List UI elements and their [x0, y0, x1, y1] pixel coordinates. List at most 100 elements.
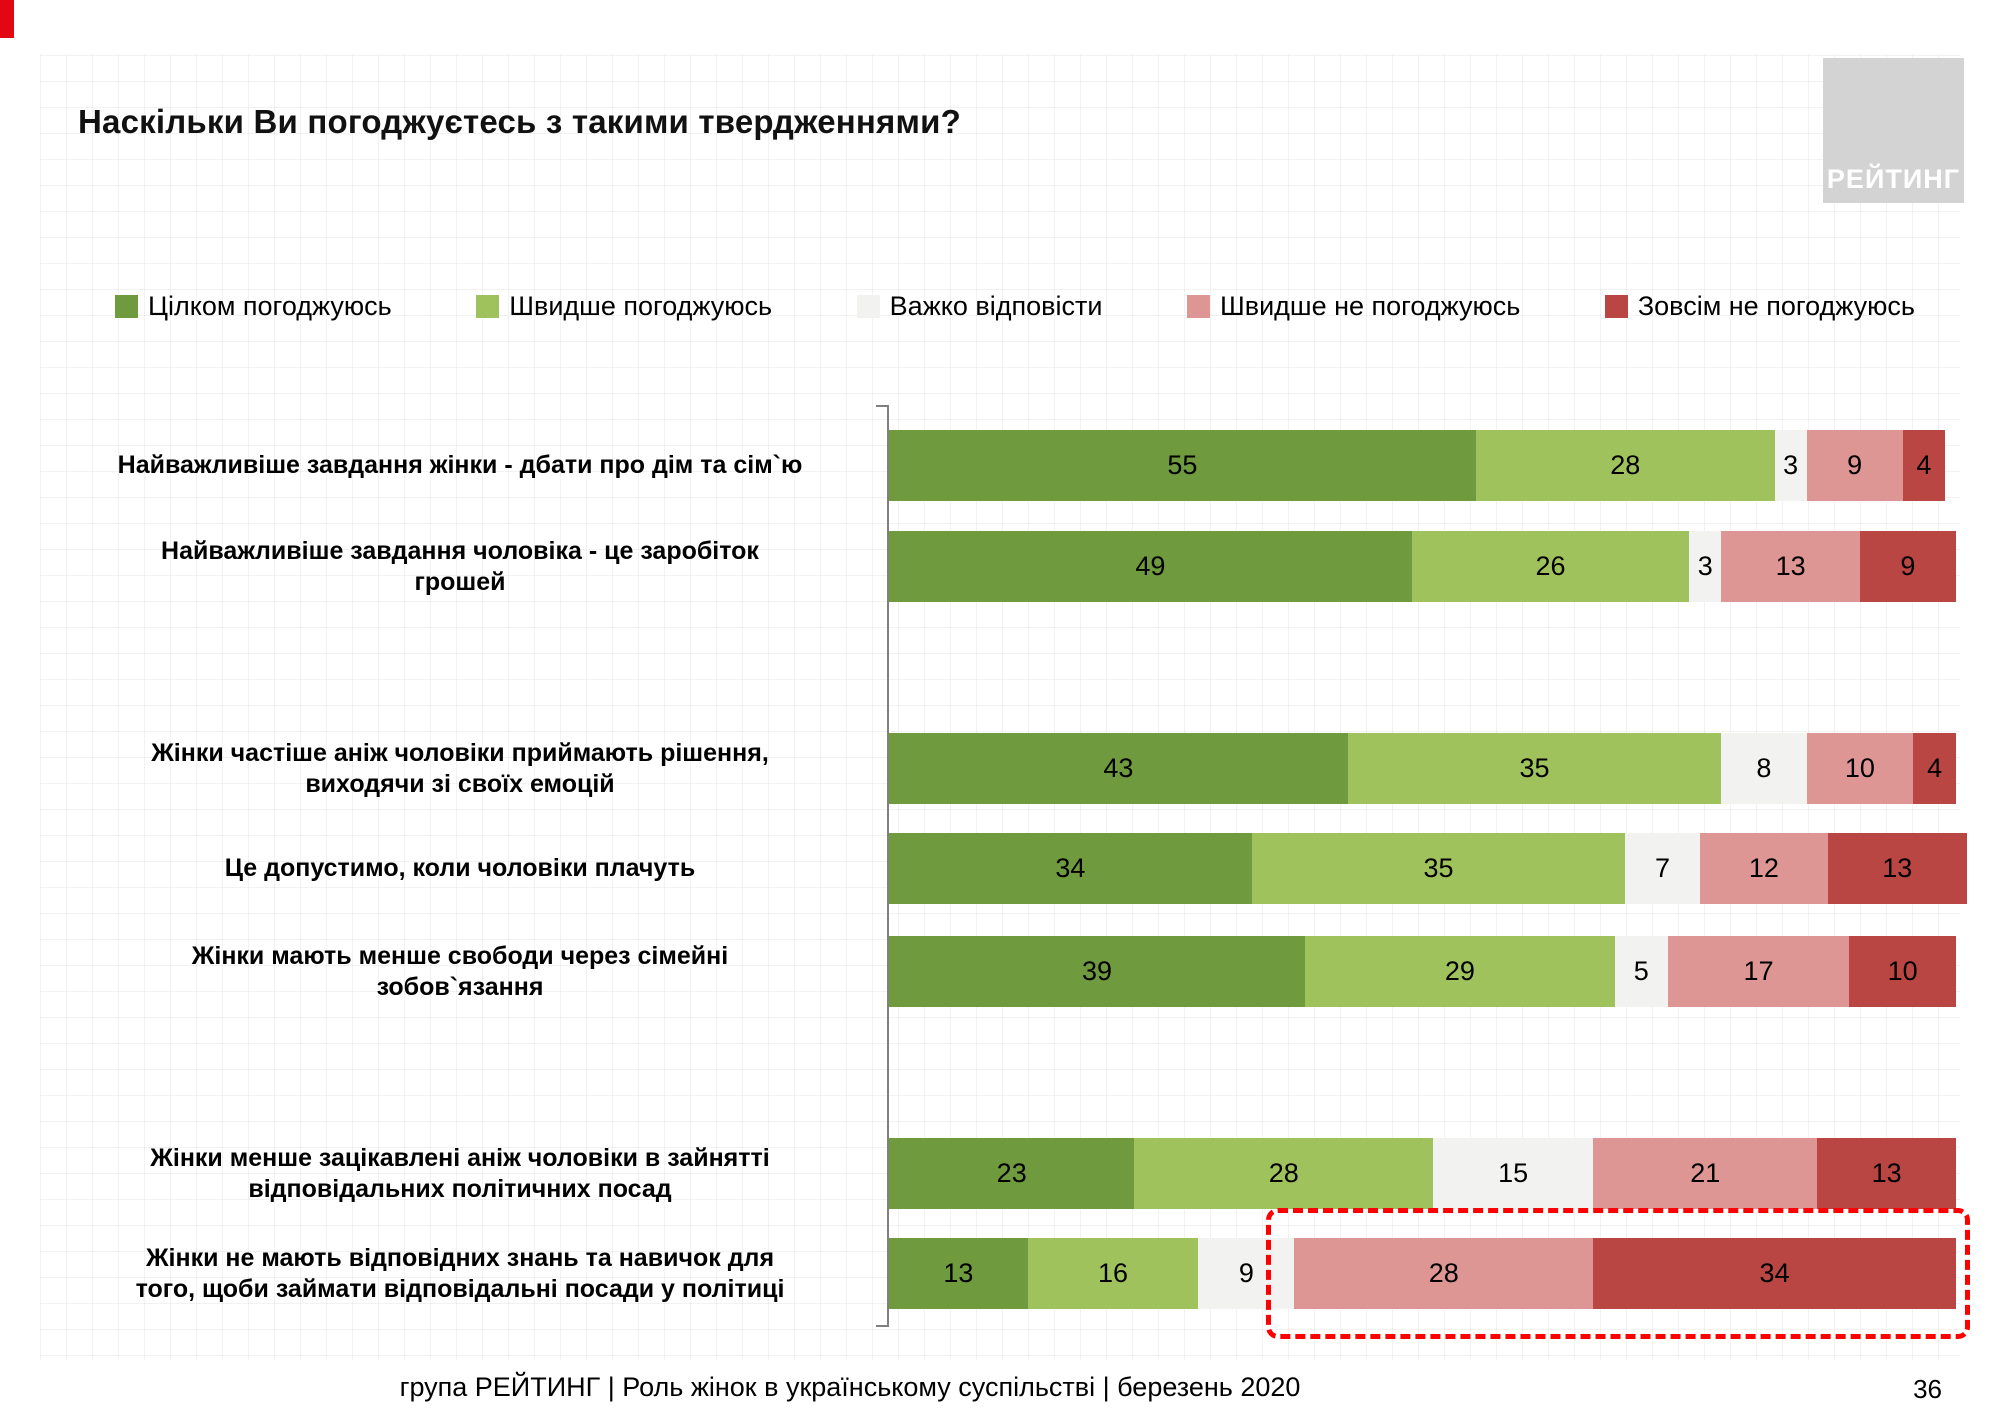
category-label: Жінки частіше аніж чоловіки приймають рі… — [151, 739, 769, 798]
legend-swatch-icon — [476, 294, 500, 318]
segment-value: 13 — [1882, 853, 1913, 883]
red-corner-accent — [0, 0, 14, 38]
segment-value: 9 — [1238, 1258, 1254, 1288]
legend-label: Швидше погоджуюсь — [509, 290, 773, 321]
bar-segment: 9 — [1806, 430, 1903, 501]
bar-segment: 12 — [1699, 833, 1828, 904]
bar-segment: 5 — [1614, 936, 1668, 1007]
bar-segment: 28 — [1475, 430, 1775, 501]
segment-value: 26 — [1535, 551, 1566, 581]
bar-segment: 23 — [889, 1138, 1135, 1209]
segment-value: 28 — [1268, 1158, 1299, 1188]
bar-segment: 26 — [1411, 531, 1690, 602]
segment-value: 4 — [1927, 753, 1943, 783]
segment-value: 13 — [1871, 1158, 1902, 1188]
category-label: Жінки мають менше свободи через сімейні … — [191, 942, 729, 1001]
bar-segment: 35 — [1251, 833, 1626, 904]
bar-segment: 17 — [1667, 936, 1850, 1007]
segment-value: 4 — [1916, 450, 1932, 480]
segment-value: 10 — [1844, 753, 1875, 783]
segment-value: 5 — [1633, 956, 1649, 986]
legend-label: Цілком погоджуюсь — [148, 290, 392, 321]
category-label: Жінки менше зацікавлені аніж чоловіки в … — [150, 1144, 770, 1203]
bar-row: 49 26 3 13 9 — [889, 531, 1956, 602]
segment-value: 13 — [1775, 551, 1806, 581]
legend-label: Швидше не погоджуюсь — [1219, 290, 1521, 321]
bar-row: 39 29 5 17 10 — [889, 936, 1956, 1007]
segment-value: 28 — [1428, 1258, 1459, 1288]
bar-segment: 10 — [1806, 733, 1914, 804]
segment-value: 16 — [1098, 1258, 1129, 1288]
segment-value: 9 — [1847, 450, 1863, 480]
chart-area: Найважливіше завдання жінки - дбати про … — [55, 405, 1985, 1355]
bar-segment: 55 — [889, 430, 1476, 501]
legend-swatch-icon — [1186, 294, 1210, 318]
bar-segment: 13 — [1817, 1138, 1956, 1209]
segment-value: 35 — [1519, 753, 1550, 783]
segment-value: 10 — [1887, 956, 1918, 986]
highlight-dashed-box — [1266, 1208, 1970, 1339]
segment-value: 9 — [1900, 551, 1916, 581]
chart-legend: Цілком погоджуюсь Швидше погоджуюсь Важко … — [115, 289, 1915, 323]
segment-value: 49 — [1135, 551, 1166, 581]
segment-value: 12 — [1748, 853, 1779, 883]
segment-value: 35 — [1423, 853, 1454, 883]
rating-logo-text: РЕЙТИНГ — [1826, 164, 1961, 194]
segment-value: 3 — [1783, 450, 1799, 480]
segment-value: 15 — [1498, 1158, 1529, 1188]
legend-swatch-icon — [1604, 294, 1628, 318]
rating-logo: РЕЙТИНГ — [1823, 58, 1964, 203]
bar-segment: 39 — [889, 936, 1306, 1007]
bar-segment: 21 — [1593, 1138, 1818, 1209]
bar-segment: 7 — [1625, 833, 1700, 904]
axis-tick-bottom — [876, 1325, 887, 1327]
page-title: Наскільки Ви погоджуєтесь з такими тверд… — [78, 103, 961, 140]
category-label: Найважливіше завдання жінки - дбати про … — [117, 451, 803, 480]
segment-value: 23 — [996, 1158, 1027, 1188]
bar-segment: 43 — [889, 733, 1348, 804]
segment-value: 34 — [1055, 853, 1086, 883]
bar-segment: 8 — [1721, 733, 1807, 804]
segment-value: 43 — [1103, 753, 1134, 783]
segment-value: 39 — [1082, 956, 1113, 986]
bar-segment: 13 — [1721, 531, 1860, 602]
bar-segment: 3 — [1689, 531, 1722, 602]
legend-item: Цілком погоджуюсь — [115, 291, 392, 322]
segment-value: 7 — [1655, 853, 1671, 883]
bar-segment: 29 — [1305, 936, 1615, 1007]
bar-segment: 9 — [1198, 1238, 1295, 1309]
category-label: Це допустимо, коли чоловіки плачуть — [224, 854, 696, 883]
bar-row: 13 16 9 28 34 — [889, 1238, 1956, 1309]
segment-value: 55 — [1167, 450, 1198, 480]
bar-segment: 9 — [1859, 531, 1956, 602]
segment-value: 21 — [1690, 1158, 1721, 1188]
bar-segment: 10 — [1849, 936, 1956, 1007]
bar-segment: 28 — [1294, 1238, 1594, 1309]
legend-item: Швидше не погоджуюсь — [1186, 290, 1521, 322]
bar-segment: 35 — [1347, 733, 1722, 804]
footer-caption: група РЕЙТИНГ | Роль жінок в українськом… — [399, 1372, 1301, 1402]
bar-segment: 4 — [1913, 733, 1956, 804]
segment-value: 17 — [1743, 956, 1774, 986]
bar-row: 23 28 15 21 13 — [889, 1138, 1956, 1209]
category-label: Жінки не мають відповідних знань та нави… — [135, 1244, 785, 1303]
bar-segment: 16 — [1027, 1238, 1199, 1309]
bar-segment: 3 — [1774, 430, 1807, 501]
bar-segment: 13 — [1827, 833, 1967, 904]
legend-swatch-icon — [115, 294, 138, 318]
segment-value: 29 — [1444, 956, 1475, 986]
bar-row: 34 35 7 12 13 — [889, 833, 1967, 904]
bar-segment: 34 — [1593, 1238, 1956, 1309]
segment-value: 8 — [1756, 753, 1772, 783]
legend-item: Швидше погоджуюсь — [476, 291, 772, 322]
page-number: 36 — [1913, 1374, 1942, 1404]
bar-row: 55 28 3 9 4 — [889, 430, 1946, 501]
segment-value: 3 — [1697, 551, 1713, 581]
segment-value: 13 — [943, 1258, 974, 1288]
legend-swatch-icon — [856, 294, 880, 318]
legend-item: Зовсім не погоджуюсь — [1604, 290, 1915, 322]
legend-label: Зовсім не погоджуюсь — [1637, 290, 1915, 321]
legend-label: Важко відповісти — [889, 290, 1103, 321]
bar-segment: 49 — [889, 531, 1412, 602]
